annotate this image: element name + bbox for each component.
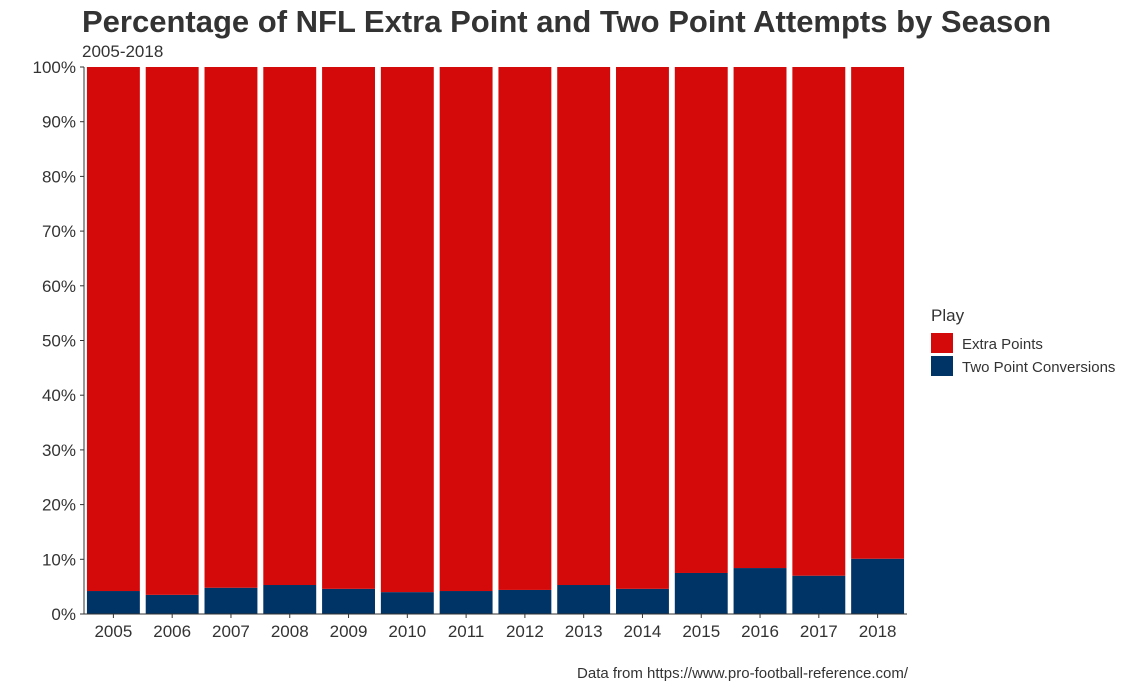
y-tick-label: 30%: [42, 441, 76, 460]
chart-title: Percentage of NFL Extra Point and Two Po…: [82, 4, 1051, 39]
x-tick-label: 2016: [741, 622, 779, 641]
y-tick-label: 70%: [42, 222, 76, 241]
x-tick-label: 2018: [859, 622, 897, 641]
bar-two-point-conversions-2007: [204, 587, 258, 614]
bar-extra-points-2014: [616, 67, 669, 589]
x-tick-label: 2015: [682, 622, 720, 641]
bar-two-point-conversions-2011: [439, 591, 493, 614]
legend-swatch-extra-points: [931, 333, 953, 353]
y-tick-label: 80%: [42, 167, 76, 186]
chart-caption: Data from https://www.pro-football-refer…: [577, 665, 909, 682]
bar-extra-points-2009: [322, 67, 375, 589]
x-tick-label: 2017: [800, 622, 838, 641]
bar-extra-points-2007: [204, 67, 258, 588]
x-tick-label: 2008: [271, 622, 309, 641]
bar-two-point-conversions-2005: [86, 591, 140, 614]
legend-label-extra-points: Extra Points: [962, 336, 1043, 353]
bar-two-point-conversions-2006: [145, 594, 199, 614]
bar-extra-points-2005: [86, 67, 140, 592]
bar-two-point-conversions-2018: [851, 558, 905, 614]
bar-extra-points-2018: [851, 67, 905, 559]
bar-extra-points-2017: [792, 67, 846, 576]
bar-two-point-conversions-2017: [792, 575, 846, 614]
bar-two-point-conversions-2009: [322, 588, 375, 614]
bar-two-point-conversions-2014: [616, 588, 669, 614]
bar-two-point-conversions-2015: [674, 572, 728, 614]
bar-two-point-conversions-2010: [380, 592, 434, 614]
bar-two-point-conversions-2012: [498, 589, 552, 614]
x-tick-label: 2007: [212, 622, 250, 641]
x-tick-label: 2005: [94, 622, 132, 641]
x-tick-label: 2009: [330, 622, 368, 641]
bar-two-point-conversions-2013: [557, 585, 611, 614]
y-tick-label: 100%: [33, 58, 76, 77]
bar-extra-points-2010: [380, 67, 434, 593]
bar-extra-points-2015: [674, 67, 728, 573]
y-tick-label: 10%: [42, 550, 76, 569]
legend: Play Extra Points Two Point Conversions: [931, 306, 1115, 376]
x-axis: 2005 2006 2007 2008 2009 2010 2011 2012 2013 2014…: [94, 614, 897, 641]
y-tick-label: 0%: [51, 605, 76, 624]
bar-extra-points-2011: [439, 67, 493, 592]
bars: [86, 67, 905, 614]
y-tick-label: 50%: [42, 332, 76, 351]
x-tick-label: 2012: [506, 622, 544, 641]
bar-extra-points-2012: [498, 67, 552, 590]
bar-two-point-conversions-2016: [733, 568, 787, 614]
x-tick-label: 2010: [388, 622, 426, 641]
bar-two-point-conversions-2008: [263, 585, 317, 614]
x-tick-label: 2006: [153, 622, 191, 641]
y-tick-label: 40%: [42, 386, 76, 405]
y-tick-label: 60%: [42, 277, 76, 296]
x-tick-label: 2011: [448, 622, 485, 641]
bar-extra-points-2008: [263, 67, 317, 586]
x-tick-label: 2013: [565, 622, 603, 641]
legend-swatch-two-point-conversions: [931, 356, 953, 376]
bar-extra-points-2006: [145, 67, 199, 595]
legend-title: Play: [931, 306, 965, 325]
plot-area: 0%10%20%30%40%50%60%70%80%90%100% 2005 20…: [33, 58, 907, 641]
y-tick-label: 90%: [42, 113, 76, 132]
y-axis: 0% 10% 20% 30% 40% 50% 60% 70% 80% 90% 100%: [33, 58, 84, 624]
legend-label-two-point-conversions: Two Point Conversions: [962, 359, 1115, 376]
bar-extra-points-2016: [733, 67, 787, 569]
y-tick-label: 20%: [42, 496, 76, 515]
x-tick-label: 2014: [624, 622, 662, 641]
bar-extra-points-2013: [557, 67, 611, 586]
chart-subtitle: 2005-2018: [82, 42, 163, 61]
